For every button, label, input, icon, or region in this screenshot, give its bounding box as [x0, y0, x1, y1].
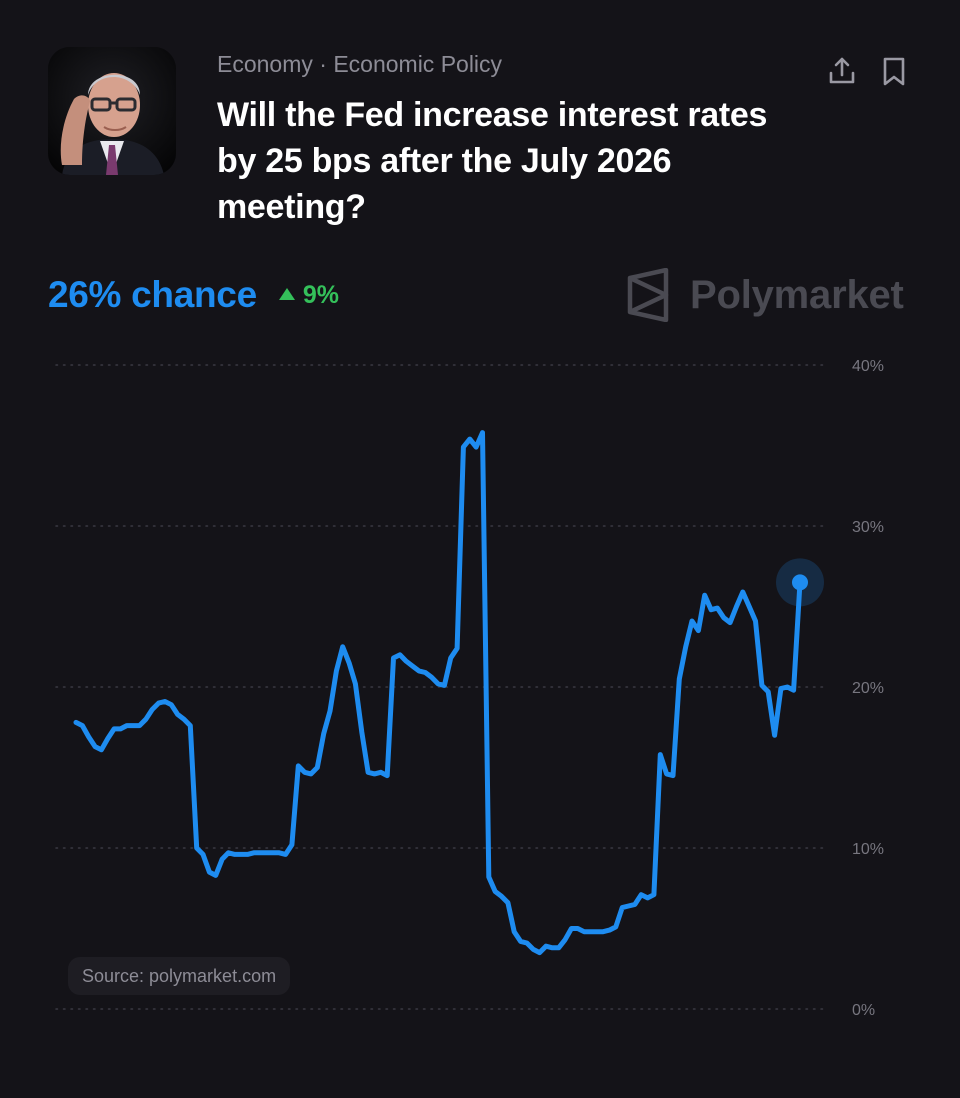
series-line[interactable]	[73, 430, 803, 956]
y-axis-ticks: 0% 10% 20% 30% 40%	[852, 358, 884, 1019]
person-photo-icon	[48, 47, 176, 175]
change-value: 9%	[302, 280, 339, 309]
bookmark-button[interactable]	[876, 52, 912, 90]
market-avatar	[48, 47, 176, 175]
market-title: Will the Fed increase interest rates by …	[217, 96, 768, 226]
y-tick-label: 20%	[852, 680, 884, 697]
brand-name: Polymarket	[690, 272, 904, 317]
share-upload-icon	[829, 57, 855, 84]
probability-line-chart[interactable]: 0% 10% 20% 30% 40%	[0, 340, 960, 1040]
bookmark-icon	[883, 57, 905, 86]
y-tick-label: 10%	[852, 841, 884, 858]
y-tick-label: 30%	[852, 519, 884, 536]
chart-line-layer	[73, 430, 824, 956]
chance-value: 26% chance	[48, 274, 257, 315]
probability-summary: 26% chance 9%	[48, 274, 339, 316]
last-point-marker[interactable]	[792, 574, 808, 591]
change-badge: 9%	[278, 280, 339, 310]
y-tick-label: 0%	[852, 1002, 875, 1019]
brand-watermark: Polymarket	[626, 268, 904, 322]
source-label: Source: polymarket.com	[68, 957, 291, 995]
up-arrow-icon	[278, 288, 295, 300]
polymarket-logo-icon	[627, 268, 669, 322]
chart-gridlines	[55, 364, 829, 1010]
share-button[interactable]	[824, 52, 860, 90]
breadcrumb[interactable]: Economy · Economic Policy	[217, 51, 503, 77]
y-tick-label: 40%	[852, 358, 884, 375]
